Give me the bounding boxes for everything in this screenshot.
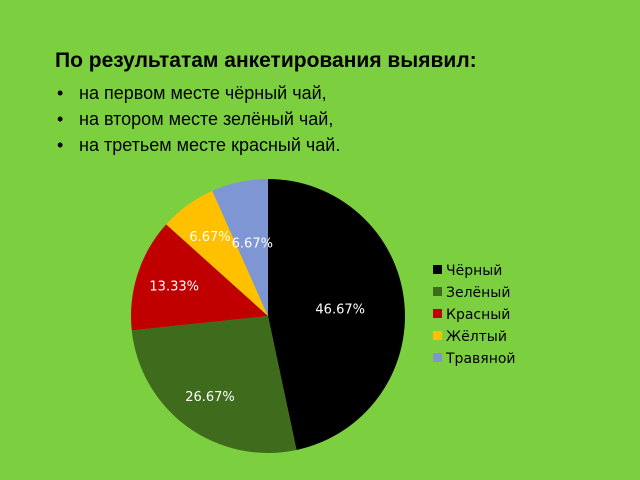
pie-slice-1 (131, 316, 297, 453)
bullet-item: на третьем месте красный чай. (55, 132, 340, 158)
legend-swatch-0 (433, 265, 442, 274)
pie-slice-4 (212, 179, 268, 316)
bullet-item: на первом месте чёрный чай, (55, 80, 340, 106)
legend-label-2: Красный (446, 307, 510, 323)
slide-heading: По результатам анкетирования выявил: (55, 49, 477, 72)
legend-swatch-2 (433, 309, 442, 318)
pie-slice-3 (166, 190, 268, 316)
legend-label-0: Чёрный (446, 263, 502, 279)
legend-swatch-3 (433, 331, 442, 340)
legend-label-3: Жёлтый (446, 329, 507, 345)
slice-label-1: 26.67% (185, 390, 235, 405)
slice-label-2: 13.33% (149, 280, 199, 295)
legend-label-4: Травяной (445, 351, 516, 367)
pie-slice-0 (268, 179, 405, 450)
slice-label-3: 6.67% (189, 230, 230, 245)
legend-swatch-4 (433, 353, 442, 362)
bullet-item: на втором месте зелёный чай, (55, 106, 340, 132)
legend-swatch-1 (433, 287, 442, 296)
slice-label-0: 46.67% (315, 302, 365, 317)
legend-label-1: Зелёный (446, 285, 510, 301)
bullet-list: на первом месте чёрный чай, на втором ме… (55, 80, 340, 158)
slice-label-4: 6.67% (232, 236, 273, 251)
pie-slice-2 (130, 224, 268, 331)
